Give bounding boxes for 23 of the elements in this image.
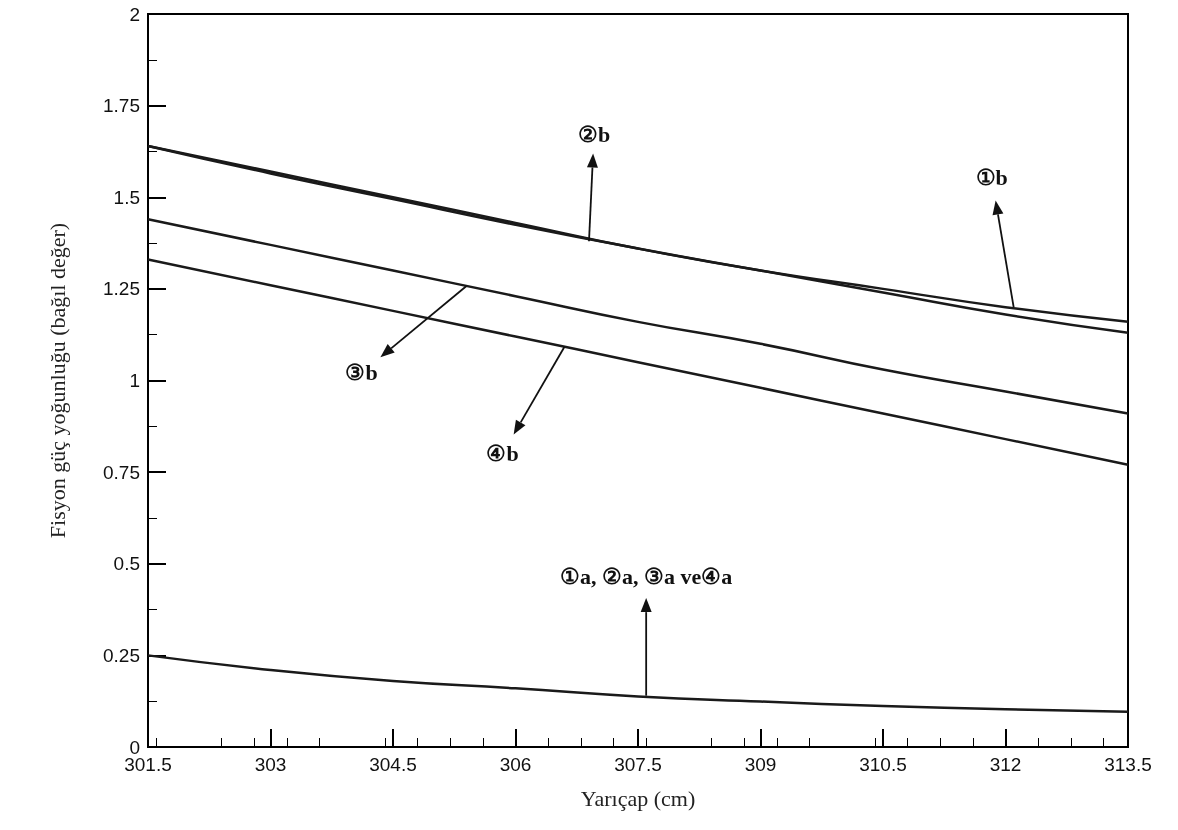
y-tick-label: 1 bbox=[129, 370, 140, 391]
x-tick-label: 312 bbox=[989, 754, 1022, 775]
annotation: ①b bbox=[975, 164, 1008, 190]
y-tick-label: 1.5 bbox=[113, 186, 140, 208]
x-tick-label: 313.5 bbox=[1104, 754, 1152, 775]
x-tick-label: 303 bbox=[254, 754, 287, 775]
y-tick-label: 0.75 bbox=[103, 461, 140, 483]
x-tick-label: 304.5 bbox=[369, 754, 417, 775]
x-tick-label: 310.5 bbox=[859, 754, 907, 775]
y-tick-label: 1.25 bbox=[103, 278, 140, 300]
y-tick-label: 2 bbox=[129, 3, 140, 25]
y-tick-label: 1.75 bbox=[103, 95, 140, 117]
annotation: ②b bbox=[577, 121, 611, 147]
y-tick-label: 0.25 bbox=[103, 644, 140, 666]
x-axis-title: Yarıçap (cm) bbox=[580, 785, 696, 811]
annotation: ①a, ②a, ③a ve④a bbox=[560, 564, 733, 590]
y-axis-title: Fisyon güç yoğunluğu (bağıl değer) bbox=[44, 222, 70, 539]
x-tick-label: 309 bbox=[744, 754, 777, 775]
x-tick-label: 306 bbox=[499, 754, 532, 775]
y-tick-label: 0.5 bbox=[113, 553, 140, 575]
annotation: ④b bbox=[486, 441, 519, 467]
annotation: ③b bbox=[345, 360, 378, 386]
x-tick-label: 307.5 bbox=[614, 754, 662, 775]
